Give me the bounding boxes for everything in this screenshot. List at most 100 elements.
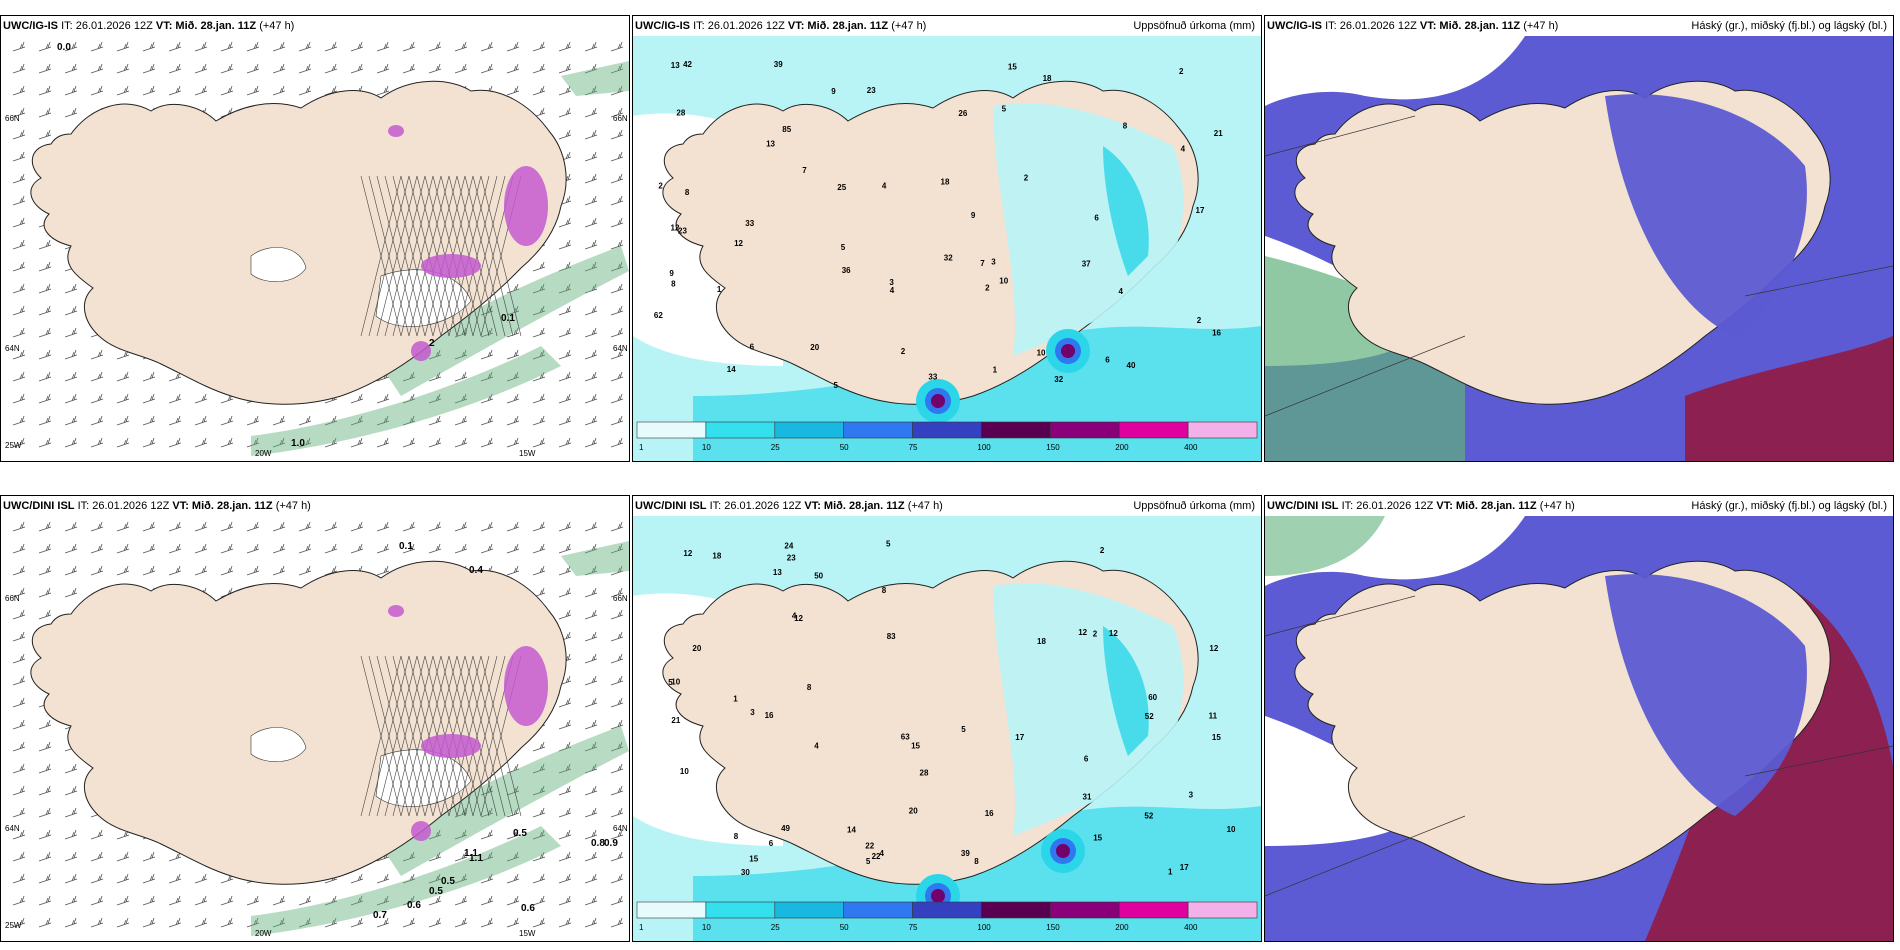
wind-barb [428,829,442,840]
wind-barb [272,63,286,74]
wind-barb [64,873,78,884]
wind-barb [454,63,468,74]
wind-barb [584,785,598,796]
precip-value: 13 [766,140,775,149]
wind-barb [584,415,598,426]
wind-barb [90,393,104,404]
wind-barb [12,917,26,928]
precip-value: 12 [671,223,680,232]
cloud-map-icon [1265,516,1893,941]
region-borders [1265,115,1893,417]
wind-barb [610,653,624,664]
wind-map-icon: 66N 64N 25W 20W 15W 66N 64N 1.0 0.0 2 0.1 [1,36,629,461]
wind-barb [220,85,234,96]
wind-barb [376,917,390,928]
precip-value: 3 [889,278,894,287]
wind-barb [584,349,598,360]
wind-barb [90,521,104,532]
legend-tick: 50 [840,443,849,452]
wind-barb [584,829,598,840]
wind-barb [38,587,52,598]
wind-barb [376,393,390,404]
precip-value: 15 [1212,733,1221,742]
wind-barb [610,63,624,74]
region-border [1744,745,1893,777]
wind-barb [38,851,52,862]
wind-barb [532,437,546,448]
wind-barb [506,393,520,404]
precip-value: 17 [1015,733,1024,742]
legend-swatch [636,421,707,439]
precip-value: 2 [985,283,990,292]
wind-barb [584,371,598,382]
wind-barb [142,895,156,906]
wind-barb [38,785,52,796]
legend-swatch [981,421,1051,439]
wind-barb [454,349,468,360]
precip-value: 7 [802,166,807,175]
wind-barb [298,917,312,928]
wind-barb [246,543,260,554]
wind-barb [12,415,26,426]
wind-barb [558,719,572,730]
icing-blobs [388,125,548,361]
wind-barb [12,349,26,360]
wind-barb [558,521,572,532]
wind-barb [272,895,286,906]
precip-value: 9 [669,269,674,278]
wind-barb [90,543,104,554]
wind-barb [12,327,26,338]
wind-barb [454,829,468,840]
wind-barb [506,543,520,554]
wind-barb [428,393,442,404]
wind-barb [558,807,572,818]
precip-value: 39 [961,849,970,858]
wind-barb [246,565,260,576]
wind-barb [532,851,546,862]
wind-barb [38,129,52,140]
wind-barb [480,393,494,404]
wind-barb [12,63,26,74]
wind-barb [194,63,208,74]
wind-barb [532,415,546,426]
wind-barb [324,41,338,52]
wind-barb [402,371,416,382]
wind-barb [38,807,52,818]
region-border [1265,115,1416,157]
hatch-line [448,175,490,337]
lon-label: 20W [255,929,272,938]
wind-barb [38,609,52,620]
wind-barb [584,41,598,52]
precip-value: 8 [734,832,739,841]
precip-value: 17 [1180,863,1189,872]
wind-barb [506,349,520,360]
wind-barb [610,521,624,532]
precip-bands [251,541,629,936]
wind-barb [428,63,442,74]
wind-barb [584,261,598,272]
wind-barb [12,565,26,576]
wind-barb [12,719,26,730]
precip-value: 60 [1148,693,1157,702]
wind-barb [64,63,78,74]
wind-barb [90,349,104,360]
wind-barb [532,763,546,774]
wind-barb [272,437,286,448]
wind-barb [532,327,546,338]
precip-value: 4 [792,612,797,621]
precip-value: 6 [750,343,755,352]
precip-value: 1 [1168,868,1173,877]
wind-barb [116,393,130,404]
wind-barb [558,107,572,118]
wind-barb [12,393,26,404]
legend-swatch [843,901,913,919]
icing-blob [421,254,481,278]
cloud-map-icon [1265,36,1893,461]
wind-barb [350,41,364,52]
precip-value: 2 [658,182,663,191]
hatch-line [456,175,498,337]
wind-barb [506,283,520,294]
wind-barb [584,873,598,884]
wind-barb [38,261,52,272]
legend-swatch [1118,421,1189,439]
